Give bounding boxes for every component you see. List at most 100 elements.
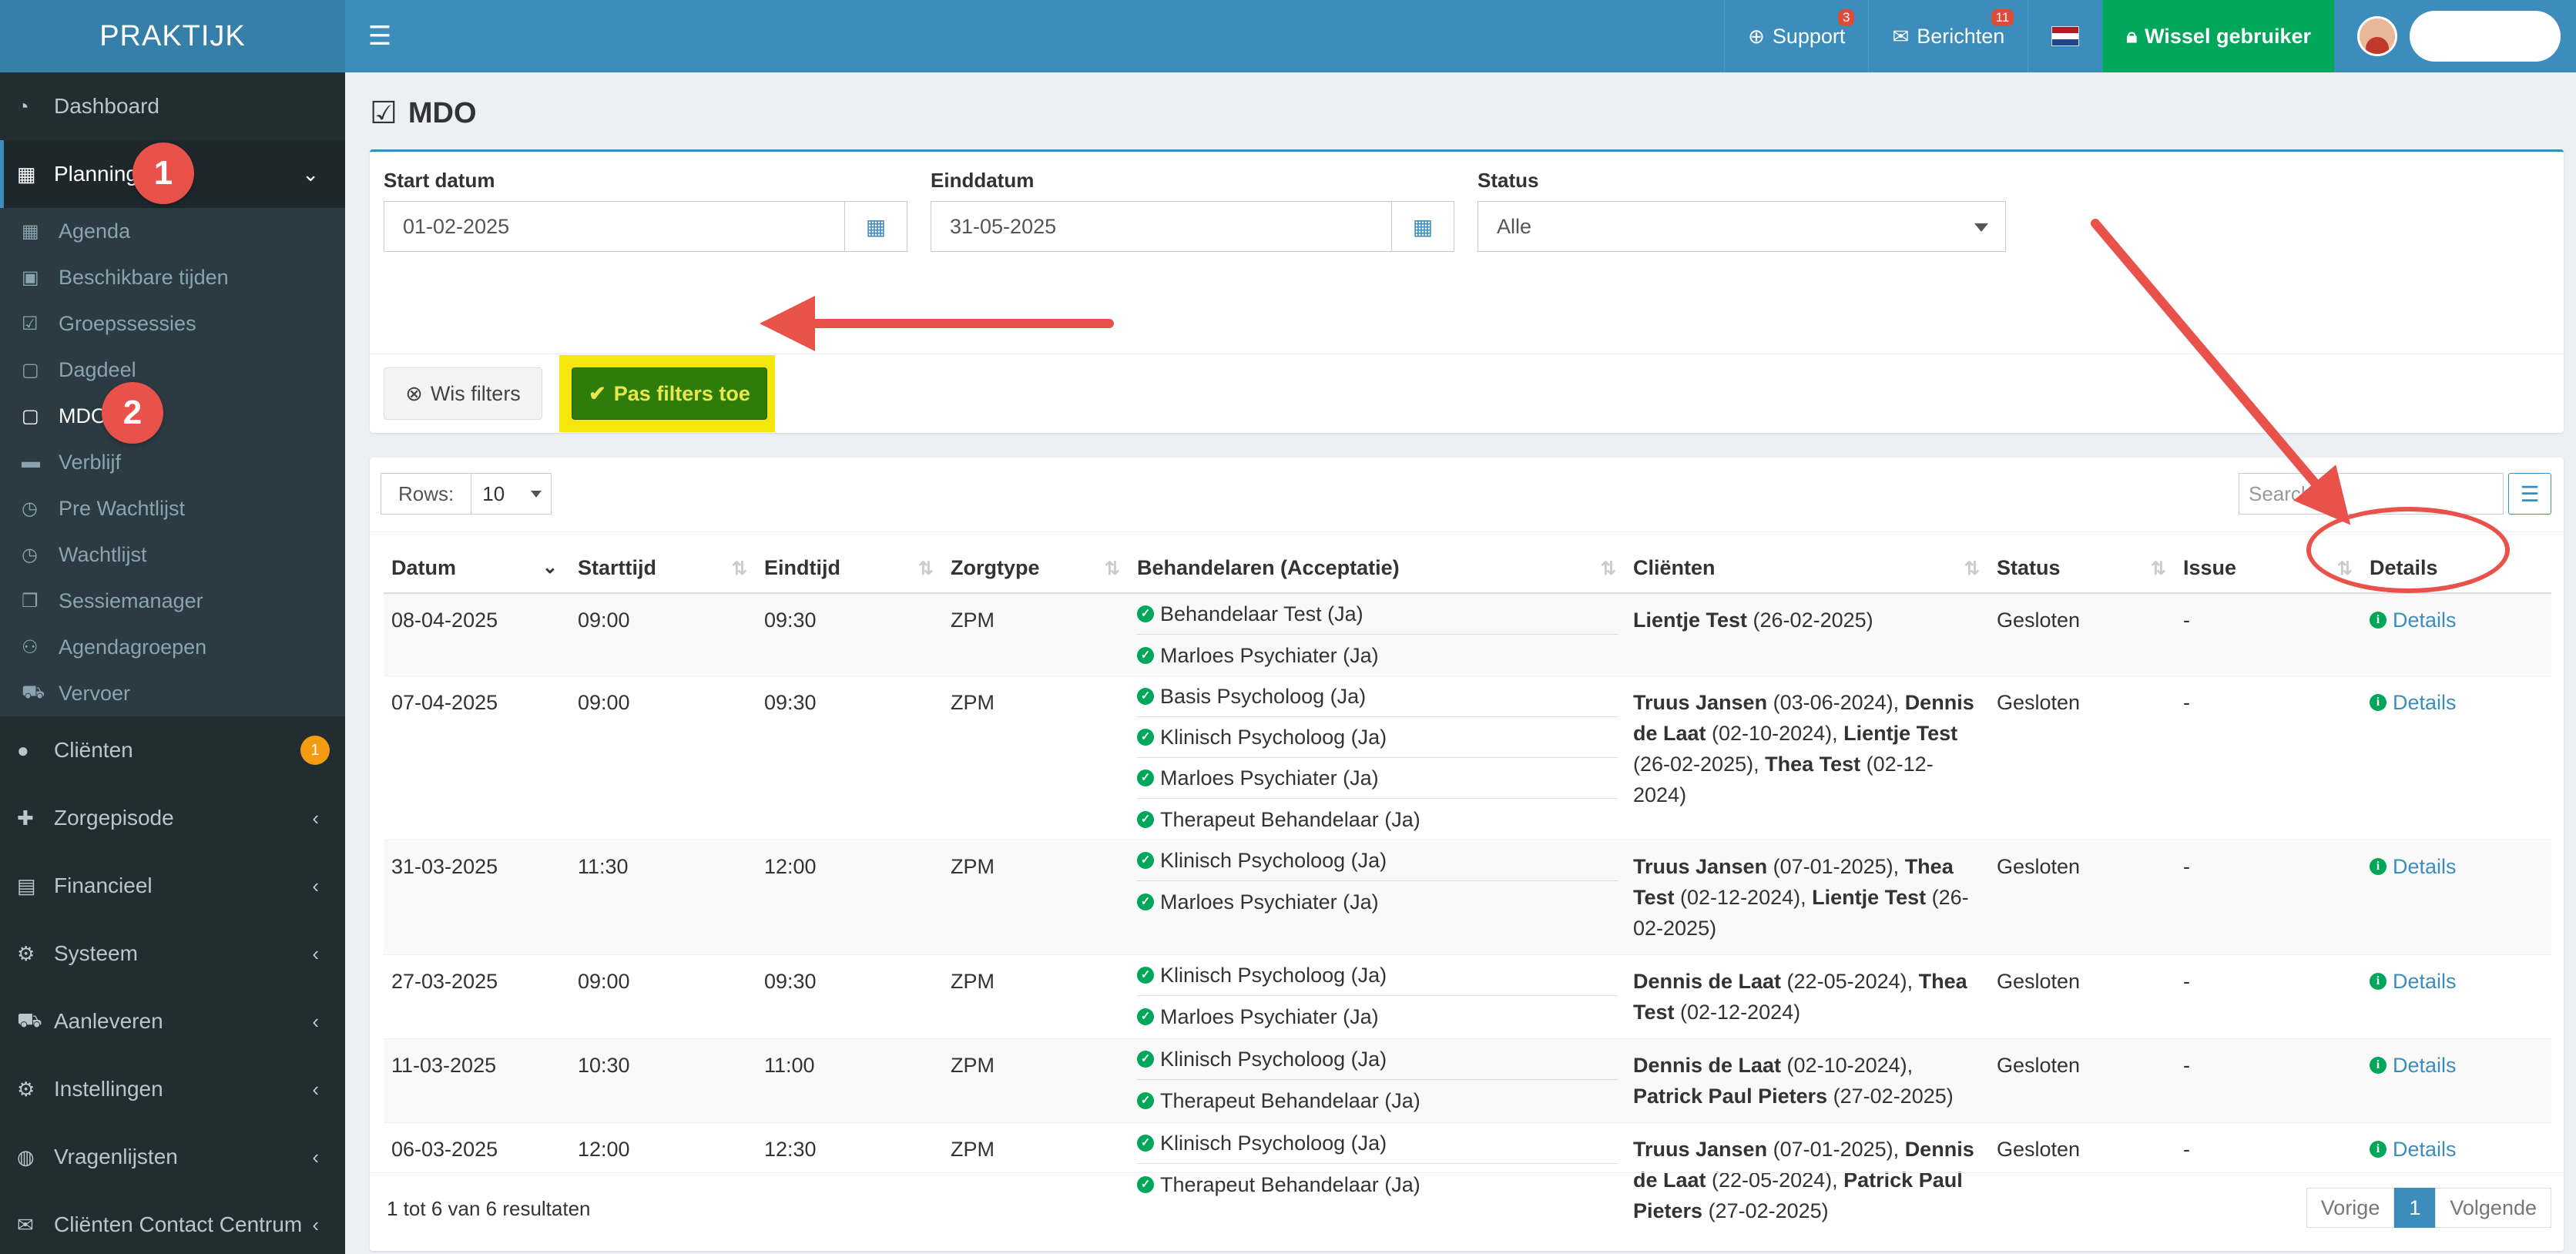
sidebar-subitem-agendagroepen[interactable]: ⚇ Agendagroepen — [0, 624, 345, 670]
clear-filters-button[interactable]: ⊗ Wis filters — [384, 367, 542, 420]
cell-starttijd: 09:00 — [570, 954, 756, 1039]
sidebar-item-label: Aanleveren — [54, 1009, 163, 1033]
details-link[interactable]: i Details — [2370, 1050, 2544, 1081]
cell-issue: - — [2175, 840, 2362, 955]
app-logo[interactable]: PRAKTIJK — [0, 0, 345, 72]
language-flag[interactable] — [2028, 0, 2102, 72]
cell-zorgtype: ZPM — [943, 1038, 1129, 1123]
switch-user-button[interactable]: 🔒︎ Wissel gebruiker — [2102, 0, 2334, 72]
sidebar-subitem-agenda[interactable]: ▦ Agenda — [0, 208, 345, 254]
sidebar-item-clienten-contact-centrum[interactable]: ✉ Cliënten Contact Centrum ‹ — [0, 1191, 345, 1254]
client-name: Dennis de Laat — [1633, 691, 1974, 745]
behandelaar-name: Marloes Psychiater (Ja) — [1160, 890, 1379, 914]
sidebar-subitem-groepssessies[interactable]: ☑ Groepssessies — [0, 300, 345, 347]
dashboard-icon: ◔ — [17, 94, 29, 118]
page-title: ☑ MDO — [370, 96, 477, 131]
sidebar-toggle-icon[interactable]: ☰ — [367, 22, 392, 51]
sidebar-item-systeem[interactable]: ⚙ Systeem ‹ — [0, 920, 345, 987]
mdo-table: Datum ⌄ Starttijd ⇅ Eindtijd ⇅ Zorgtype ⇅ Be… — [384, 544, 2551, 1237]
check-circle-icon: ✓ — [1137, 1175, 1154, 1193]
sidebar-subitem-beschikbare-tijden[interactable]: ▣ Beschikbare tijden — [0, 254, 345, 300]
client-name: Lientje Test — [1633, 609, 1748, 632]
sidebar-subitem-pre-wachtlijst[interactable]: ◷ Pre Wachtlijst — [0, 485, 345, 531]
calendar-icon[interactable]: ▦ — [1391, 201, 1454, 252]
pager-page-button[interactable]: 1 — [2394, 1188, 2436, 1228]
client-date: (07-01-2025), — [1767, 1138, 1905, 1161]
table-row: 07-04-2025 09:00 09:30 ZPM ✓ Basis Psycholoog… — [384, 676, 2551, 840]
sidebar-item-instellingen[interactable]: ⚙ Instellingen ‹ — [0, 1055, 345, 1123]
cell-clienten: Dennis de Laat (22-05-2024), Thea Test (… — [1625, 954, 1989, 1039]
column-header-status[interactable]: Status ⇅ — [1989, 544, 2175, 594]
sidebar-subitem-mdo[interactable]: ▢ MDO — [0, 393, 345, 439]
cell-starttijd: 11:30 — [570, 840, 756, 955]
sort-icon: ⇅ — [1600, 558, 1616, 579]
top-navbar: PRAKTIJK ☰ ⊕ Support 3 ✉ Berichten 11 🔒︎… — [0, 0, 2576, 72]
sidebar-subitem-sessiemanager[interactable]: ❐ Sessiemanager — [0, 578, 345, 624]
pager-prev-button[interactable]: Vorige — [2306, 1188, 2395, 1228]
status-select[interactable]: Alle — [1478, 201, 2006, 252]
berichten-link[interactable]: ✉ Berichten 11 — [1868, 0, 2028, 72]
sidebar-item-zorgepisode[interactable]: ✚ Zorgepisode ‹ — [0, 784, 345, 852]
columns-menu-icon[interactable]: ☰ — [2508, 473, 2551, 515]
column-header-starttijd[interactable]: Starttijd ⇅ — [570, 544, 756, 594]
behandelaar-entry: ✓ Marloes Psychiater (Ja) — [1137, 996, 1618, 1037]
start-date-input[interactable]: 01-02-2025 — [384, 201, 846, 252]
sidebar-item-vragenlijsten[interactable]: ◍ Vragenlijsten ‹ — [0, 1123, 345, 1191]
chevron-left-icon: ‹ — [312, 1009, 319, 1033]
details-link[interactable]: i Details — [2370, 687, 2544, 718]
support-label: Support — [1772, 24, 1846, 48]
end-date-label: Einddatum — [931, 169, 1035, 192]
client-date: (02-10-2024), — [1706, 722, 1844, 745]
sidebar-subitem-label: Wachtlijst — [59, 542, 147, 566]
details-link[interactable]: i Details — [2370, 605, 2544, 635]
behandelaar-name: Klinisch Psycholoog (Ja) — [1160, 726, 1387, 749]
rows-select[interactable]: 10 — [471, 473, 552, 515]
user-menu[interactable] — [2334, 0, 2576, 72]
sidebar-subitem-vervoer[interactable]: ⛟ Vervoer — [0, 670, 345, 716]
copy-icon: ❐ — [22, 590, 39, 612]
column-header-zorgtype[interactable]: Zorgtype ⇅ — [943, 544, 1129, 594]
rows-select-value: 10 — [482, 481, 505, 505]
sidebar-subitem-dagdeel[interactable]: ▢ Dagdeel — [0, 347, 345, 393]
client-date: (02-12-2024), — [1674, 886, 1813, 909]
column-header-eindtijd[interactable]: Eindtijd ⇅ — [756, 544, 943, 594]
sidebar-item-financieel[interactable]: ▤ Financieel ‹ — [0, 852, 345, 920]
calendar-icon[interactable]: ▦ — [844, 201, 907, 252]
header-label: Datum — [391, 556, 457, 579]
end-date-input[interactable]: 31-05-2025 — [931, 201, 1393, 252]
check-circle-icon: ✓ — [1137, 1135, 1154, 1152]
client-date: (02-12-2024) — [1633, 753, 1934, 806]
sidebar-item-aanleveren[interactable]: ⛟ Aanleveren ‹ — [0, 987, 345, 1055]
client-name: Truus Jansen — [1633, 1138, 1768, 1161]
clienten-badge: 1 — [300, 736, 330, 765]
column-header-clienten[interactable]: Cliënten ⇅ — [1625, 544, 1989, 594]
sidebar-item-dashboard[interactable]: ◔ Dashboard — [0, 72, 345, 140]
start-date-label: Start datum — [384, 169, 495, 192]
search-input[interactable]: Search... — [2239, 473, 2504, 515]
pager-next-button[interactable]: Volgende — [2435, 1188, 2551, 1228]
sidebar-subitem-wachtlijst[interactable]: ◷ Wachtlijst — [0, 531, 345, 578]
details-link[interactable]: i Details — [2370, 1134, 2544, 1165]
status-label: Status — [1478, 169, 1539, 192]
sidebar-subitem-verblijf[interactable]: ▬ Verblijf — [0, 439, 345, 485]
cell-zorgtype: ZPM — [943, 954, 1129, 1039]
header-label: Cliënten — [1633, 556, 1716, 579]
cell-datum: 07-04-2025 — [384, 676, 570, 840]
check-circle-icon: ✓ — [1137, 810, 1154, 828]
column-header-behandelaren[interactable]: Behandelaren (Acceptatie) ⇅ — [1129, 544, 1625, 594]
support-link[interactable]: ⊕ Support 3 — [1724, 0, 1868, 72]
lock-icon: 🔒︎ — [2126, 24, 2138, 47]
column-header-datum[interactable]: Datum ⌄ — [384, 544, 570, 594]
apply-filters-button[interactable]: ✔ Pas filters toe — [572, 367, 767, 420]
client-name: Dennis de Laat — [1633, 1054, 1782, 1077]
behandelaar-name: Basis Psycholoog (Ja) — [1160, 685, 1367, 708]
sidebar-item-clienten[interactable]: ● Cliënten 1 — [0, 716, 345, 784]
cell-details: i Details — [2362, 592, 2551, 676]
details-link[interactable]: i Details — [2370, 851, 2544, 882]
sidebar-item-label: Instellingen — [54, 1077, 163, 1101]
annotation-step-2: 2 — [102, 382, 163, 444]
details-link[interactable]: i Details — [2370, 966, 2544, 997]
header-label: Starttijd — [578, 556, 657, 579]
check-circle-icon: ✓ — [1137, 852, 1154, 869]
user-name-redacted — [2410, 11, 2561, 62]
